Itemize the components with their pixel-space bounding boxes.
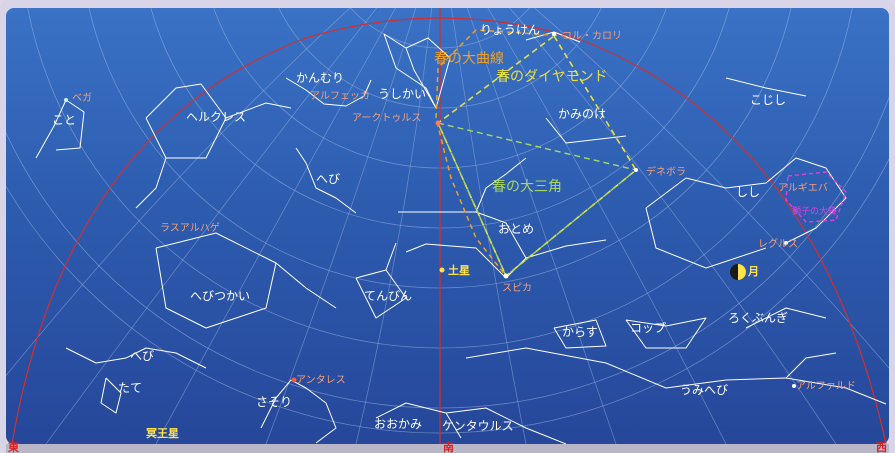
constellation-tate: たて (118, 381, 143, 395)
star-regulus: レグルス (758, 239, 798, 250)
constellation-koshi: こじし (750, 93, 787, 107)
constellation-hebi-upper: へび (316, 172, 341, 186)
constellation-ryoken: りょうけん (480, 23, 541, 37)
constellation-hebitsukai: へびつかい (190, 289, 251, 303)
constellation-hebi-lower: へび (130, 349, 155, 363)
sickle-line (785, 171, 847, 223)
constellation-karasu: からす (562, 325, 598, 339)
asterism-sickle: 獅子の大鎌 (792, 207, 838, 217)
star-antares: アンタレス (296, 375, 346, 386)
altitude-grid (6, 8, 889, 434)
star-spica: スピカ (502, 283, 532, 294)
star-arcturus: アークトゥルス (352, 113, 422, 124)
ecliptic-curve (11, 17, 887, 444)
triangle-line (437, 122, 638, 278)
constellation-sasori: さそり (256, 395, 293, 409)
constellation-herukuresu: ヘルクレス (186, 110, 247, 124)
star-vega: ベガ (72, 93, 92, 104)
constellation-umihebi: うみへび (680, 383, 729, 397)
horizon-bar (6, 444, 889, 453)
star-alphecca: アルフェッカ (310, 91, 370, 102)
constellation-tenbin: てんびん (364, 289, 413, 303)
moon-label: 月 (748, 265, 759, 278)
constellation-rokubungi: ろくぶんぎ (728, 311, 789, 325)
great-curve-line (435, 29, 567, 277)
constellation-kaminoke: かみのけ (558, 107, 607, 121)
star-denebola: デネボラ (646, 167, 686, 178)
star-cor-caroli: コル・カロリ (562, 31, 622, 42)
star-alphard: アルファルド (796, 381, 856, 392)
star-algieba: アルギエバ (778, 183, 828, 194)
constellation-lines (35, 31, 887, 444)
constellation-ookami: おおかみ (374, 417, 423, 431)
constellation-kentaurusu: ケンタウルス (442, 419, 514, 433)
sky-map: りょうけん うしかい かんむり こと ヘルクレス へび かみのけ こじし しし … (6, 8, 889, 444)
direction-west: 西 (876, 441, 887, 453)
constellation-otome: おとめ (498, 222, 535, 236)
star-rasalhague: ラスアルハゲ (160, 223, 220, 234)
direction-east: 東 (8, 441, 19, 453)
constellation-koppu: コップ (630, 321, 667, 335)
planet-saturn: 土星 (448, 264, 470, 277)
constellation-koto: こと (52, 113, 77, 127)
asterism-triangle: 春の大三角 (492, 179, 562, 195)
star-dots (64, 32, 796, 388)
asterism-diamond: 春のダイヤモンド (496, 69, 608, 85)
constellation-ushikai: うしかい (378, 87, 427, 101)
asterism-great-curve: 春の大曲線 (434, 51, 504, 67)
moon-icon (730, 264, 746, 280)
sky-map-svg (6, 8, 889, 444)
constellation-kanmuri: かんむり (296, 71, 345, 85)
azimuth-grid (6, 8, 889, 444)
direction-south: 南 (443, 441, 454, 453)
constellation-shishi: しし (736, 185, 761, 199)
planet-pluto: 冥王星 (146, 427, 179, 440)
